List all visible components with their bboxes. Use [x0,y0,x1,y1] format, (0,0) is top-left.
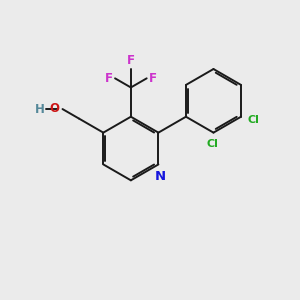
Text: F: F [127,54,135,67]
Text: Cl: Cl [206,139,218,149]
Text: F: F [149,72,157,85]
Text: F: F [105,72,113,85]
Text: N: N [154,170,165,183]
Text: O: O [49,102,59,115]
Text: Cl: Cl [248,115,260,125]
Text: H: H [35,103,45,116]
